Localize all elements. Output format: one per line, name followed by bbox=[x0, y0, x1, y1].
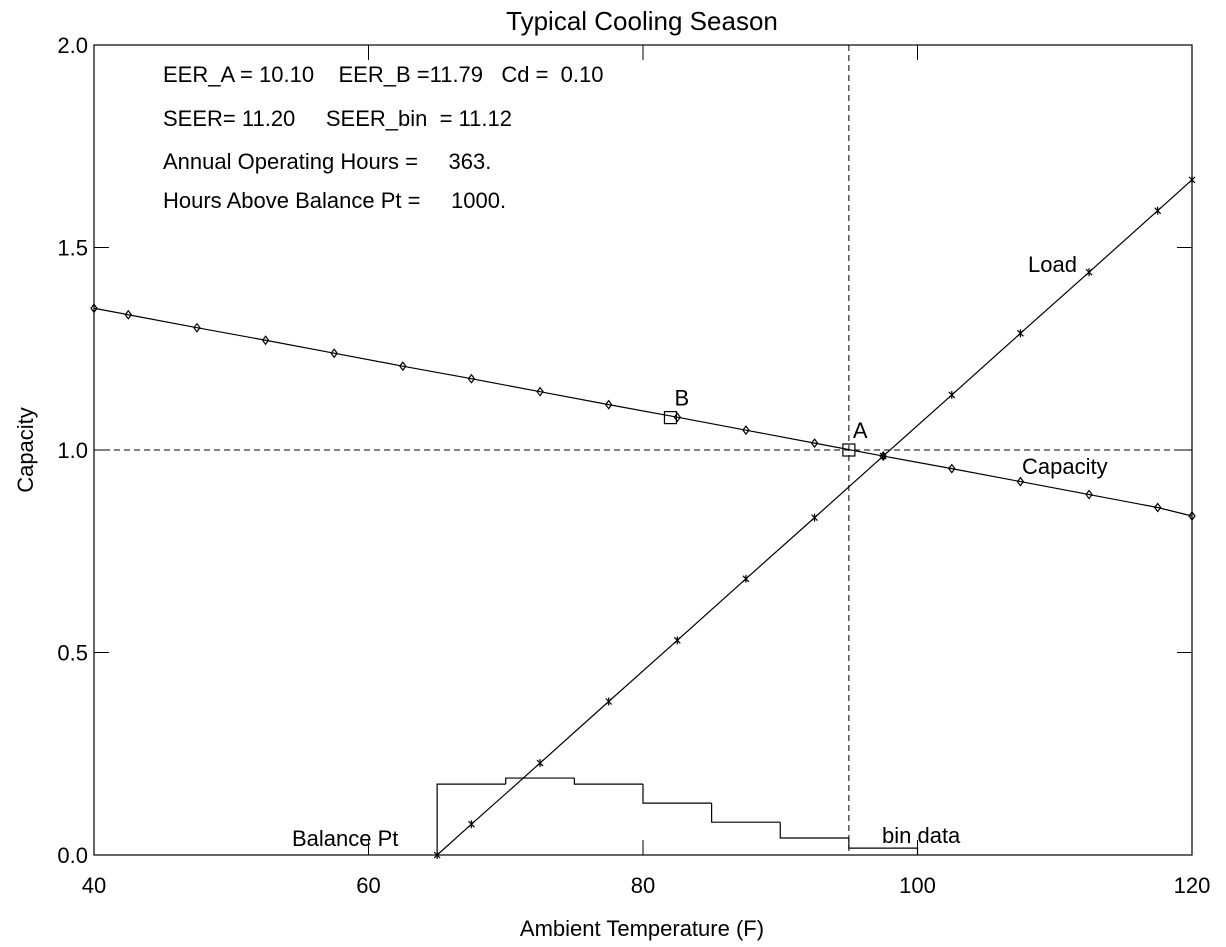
marker bbox=[536, 759, 544, 768]
marker bbox=[90, 303, 98, 314]
marker bbox=[811, 513, 818, 522]
y-tick-label: 1.5 bbox=[57, 236, 88, 261]
y-tick-label: 0.5 bbox=[57, 641, 88, 666]
marker bbox=[1188, 175, 1196, 184]
marker bbox=[330, 348, 338, 359]
marker bbox=[1017, 329, 1024, 338]
y-axis-label: Capacity bbox=[13, 407, 38, 493]
chart-title: Typical Cooling Season bbox=[506, 6, 778, 36]
series-label: Capacity bbox=[1022, 454, 1108, 479]
point-marker bbox=[663, 411, 678, 425]
series-label: Load bbox=[1028, 252, 1077, 277]
x-tick-label: 100 bbox=[899, 873, 936, 898]
marker bbox=[193, 322, 201, 333]
bin-step bbox=[436, 783, 506, 855]
marker bbox=[673, 412, 682, 423]
marker bbox=[948, 463, 956, 474]
point-marker bbox=[842, 443, 856, 457]
marker bbox=[1154, 206, 1162, 215]
marker bbox=[742, 425, 750, 436]
annotation: EER_A = 10.10 EER_B =11.79 Cd = 0.10 bbox=[163, 62, 604, 87]
marker bbox=[1188, 511, 1196, 522]
marker bbox=[467, 373, 476, 384]
x-axis-label: Ambient Temperature (F) bbox=[520, 916, 764, 941]
marker bbox=[468, 820, 475, 829]
marker bbox=[1016, 476, 1025, 487]
bin-step bbox=[505, 777, 575, 785]
bin-step bbox=[573, 778, 643, 785]
point-label: B bbox=[674, 386, 689, 411]
marker bbox=[399, 361, 407, 372]
bin-step bbox=[711, 803, 781, 823]
x-tick-label: 120 bbox=[1174, 873, 1211, 898]
bin-label: bin data bbox=[882, 823, 961, 848]
marker bbox=[124, 309, 133, 320]
y-tick-label: 2.0 bbox=[57, 33, 88, 58]
annotation: Annual Operating Hours = 363. bbox=[163, 149, 491, 174]
marker bbox=[742, 574, 750, 583]
marker bbox=[1085, 489, 1093, 500]
marker bbox=[879, 452, 887, 461]
y-tick-label: 1.0 bbox=[57, 438, 88, 463]
marker bbox=[604, 399, 613, 410]
x-tick-label: 80 bbox=[631, 873, 655, 898]
bin-step bbox=[779, 822, 849, 839]
annotation: SEER= 11.20 SEER_bin = 11.12 bbox=[163, 106, 512, 131]
marker bbox=[605, 697, 613, 706]
point-label: A bbox=[853, 418, 868, 443]
marker bbox=[1153, 502, 1162, 513]
annotation: Balance Pt bbox=[292, 826, 398, 851]
marker bbox=[673, 636, 681, 645]
y-tick-label: 0.0 bbox=[57, 843, 88, 868]
x-tick-label: 40 bbox=[82, 873, 106, 898]
marker bbox=[1085, 268, 1093, 277]
marker bbox=[261, 335, 270, 346]
annotation: Hours Above Balance Pt = 1000. bbox=[163, 188, 506, 213]
bin-step bbox=[642, 784, 712, 804]
marker bbox=[810, 438, 819, 449]
x-tick-label: 60 bbox=[356, 873, 380, 898]
marker bbox=[948, 390, 956, 399]
marker bbox=[536, 386, 544, 397]
bin-step bbox=[848, 837, 919, 855]
line bbox=[93, 307, 1193, 517]
